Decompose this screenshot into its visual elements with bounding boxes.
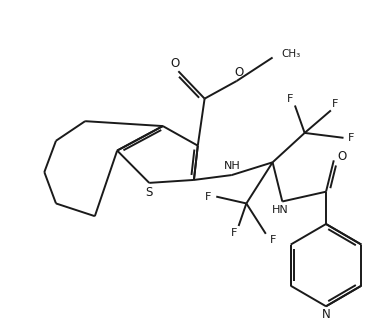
Text: F: F [270, 235, 277, 245]
Text: N: N [322, 308, 330, 321]
Text: S: S [146, 186, 153, 199]
Text: O: O [170, 57, 179, 70]
Text: F: F [348, 133, 354, 143]
Text: O: O [234, 66, 243, 79]
Text: CH₃: CH₃ [282, 49, 301, 59]
Text: F: F [231, 228, 237, 238]
Text: NH: NH [224, 161, 241, 171]
Text: HN: HN [272, 205, 289, 215]
Text: F: F [287, 94, 294, 104]
Text: O: O [337, 150, 346, 163]
Text: F: F [205, 192, 211, 202]
Text: F: F [332, 99, 338, 109]
